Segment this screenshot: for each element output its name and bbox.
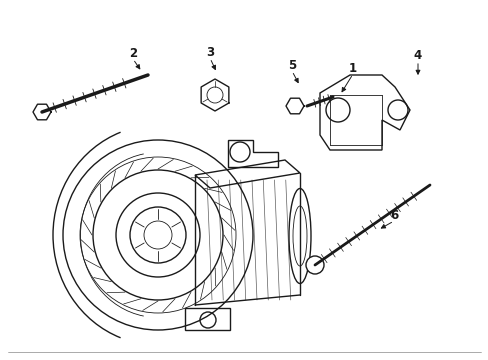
Circle shape xyxy=(305,256,324,274)
Text: 3: 3 xyxy=(205,45,214,59)
Text: 4: 4 xyxy=(413,49,421,62)
Text: 2: 2 xyxy=(129,46,137,59)
Text: 6: 6 xyxy=(389,208,397,221)
Text: 1: 1 xyxy=(348,62,356,75)
Text: 5: 5 xyxy=(287,59,296,72)
